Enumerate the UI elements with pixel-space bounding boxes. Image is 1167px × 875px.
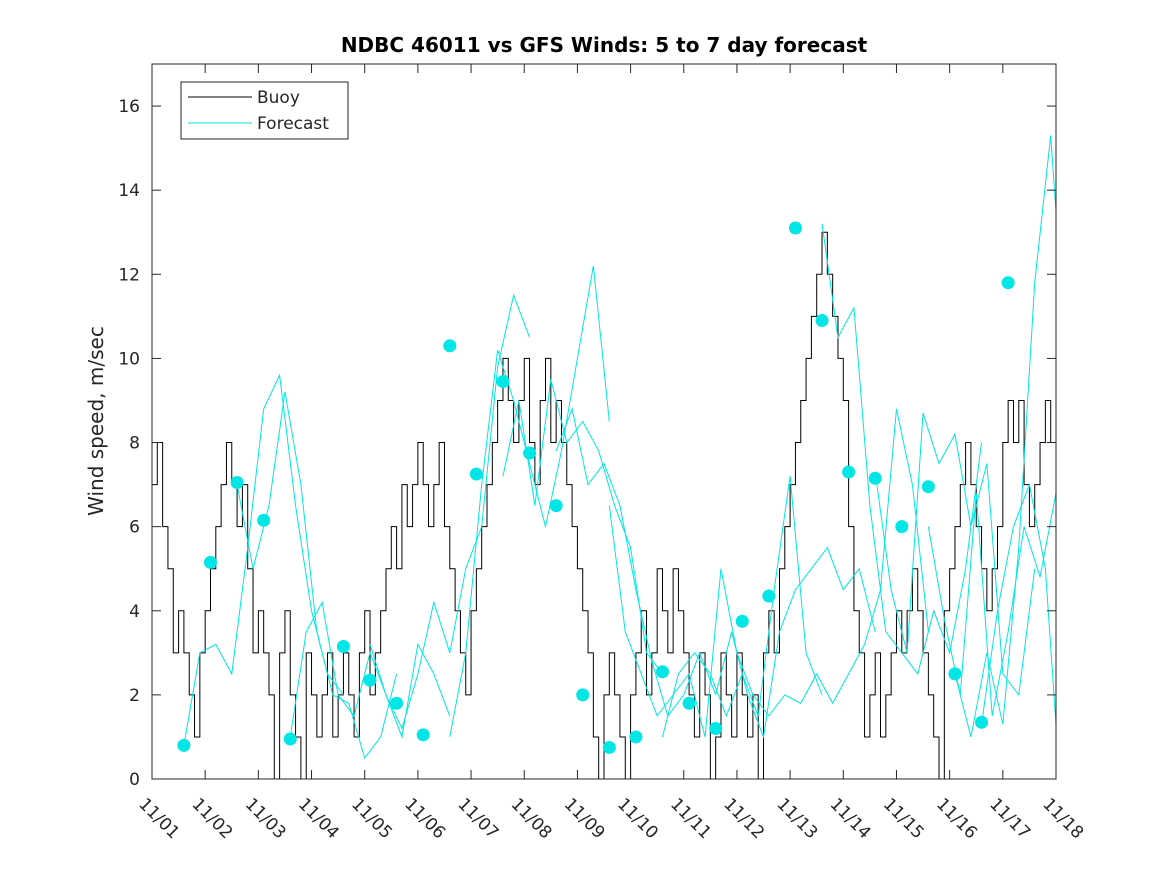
forecast-line (954, 135, 1056, 738)
forecast-markers (177, 221, 1015, 754)
plot-area (151, 63, 1057, 780)
y-tick-label: 10 (118, 349, 140, 369)
forecast-marker (788, 221, 802, 235)
chart-title: NDBC 46011 vs GFS Winds: 5 to 7 day fore… (341, 33, 868, 57)
forecast-marker (576, 688, 590, 702)
x-tick-label: 11/16 (932, 794, 981, 843)
forecast-series (183, 135, 1056, 760)
x-tick-label: 11/13 (773, 794, 822, 843)
x-tick-label: 11/05 (347, 794, 396, 843)
legend-label-forecast: Forecast (257, 114, 329, 134)
forecast-marker (735, 614, 749, 628)
forecast-marker (177, 738, 191, 752)
forecast-marker (469, 467, 483, 481)
forecast-line (874, 412, 1036, 697)
forecast-marker (948, 667, 962, 681)
x-tick-label: 11/03 (241, 794, 290, 843)
legend-box (180, 81, 349, 140)
y-tick-label: 6 (129, 518, 140, 538)
forecast-line (981, 482, 1056, 725)
y-tick-label: 2 (129, 686, 140, 706)
x-tick-label: 11/01 (134, 794, 183, 843)
y-axis-label: Wind speed, m/sec (84, 326, 108, 516)
forecast-marker (629, 730, 643, 744)
forecast-marker (363, 673, 377, 687)
forecast-marker (523, 446, 537, 460)
y-tick-label: 8 (129, 434, 140, 454)
y-tick-label: 4 (129, 602, 140, 622)
forecast-marker (868, 471, 882, 485)
forecast-marker (602, 740, 616, 754)
forecast-line (715, 546, 876, 739)
forecast-marker (496, 375, 510, 389)
x-tick-label: 11/17 (985, 794, 1034, 843)
x-tick-label: 11/09 (560, 794, 609, 843)
y-tick-label: 0 (129, 770, 140, 790)
forecast-line (768, 408, 929, 717)
forecast-marker (921, 480, 935, 494)
forecast-marker (257, 513, 271, 527)
forecast-marker (815, 314, 829, 328)
y-tick-label: 12 (118, 265, 140, 285)
y-tick-label: 14 (118, 181, 140, 201)
x-tick-label: 11/10 (613, 794, 662, 843)
y-axis: 0 2 4 6 8 10 12 14 16 (118, 97, 1056, 790)
forecast-marker (416, 728, 430, 742)
forecast-marker (655, 665, 669, 679)
forecast-marker (203, 555, 217, 569)
forecast-line (608, 505, 770, 738)
forecast-marker (443, 339, 457, 353)
plot-frame (151, 63, 1057, 780)
buoy-line (152, 231, 1056, 779)
x-tick-label: 11/18 (1038, 794, 1087, 843)
forecast-marker (762, 589, 776, 603)
legend: Buoy Forecast (180, 81, 349, 140)
forecast-marker (682, 696, 696, 710)
plot-background (152, 64, 1056, 779)
forecast-line (289, 600, 451, 739)
x-tick-label: 11/02 (188, 794, 237, 843)
forecast-line (369, 293, 531, 730)
x-tick-label: 11/14 (826, 794, 875, 843)
buoy-series (152, 231, 1056, 779)
forecast-marker (975, 715, 989, 729)
y-tick-label: 16 (118, 97, 140, 117)
forecast-marker (230, 475, 244, 489)
forecast-line (927, 492, 1056, 717)
x-tick-label: 11/06 (400, 794, 449, 843)
x-tick-label: 11/08 (507, 794, 556, 843)
x-tick-label: 11/04 (294, 794, 343, 843)
legend-label-buoy: Buoy (257, 88, 300, 108)
forecast-marker (390, 696, 404, 710)
forecast-line (821, 223, 983, 675)
forecast-marker (842, 465, 856, 479)
forecast-line (555, 407, 717, 718)
forecast-marker (549, 499, 563, 513)
forecast-line (502, 379, 663, 675)
forecast-marker (1001, 276, 1015, 290)
forecast-marker (336, 640, 350, 654)
x-tick-label: 11/15 (879, 794, 928, 843)
x-tick-label: 11/12 (719, 794, 768, 843)
x-tick-label: 11/11 (666, 794, 715, 843)
forecast-marker (709, 722, 723, 736)
forecast-marker (283, 732, 297, 746)
forecast-line (449, 265, 610, 738)
forecast-marker (895, 520, 909, 534)
x-tick-label: 11/07 (454, 794, 503, 843)
